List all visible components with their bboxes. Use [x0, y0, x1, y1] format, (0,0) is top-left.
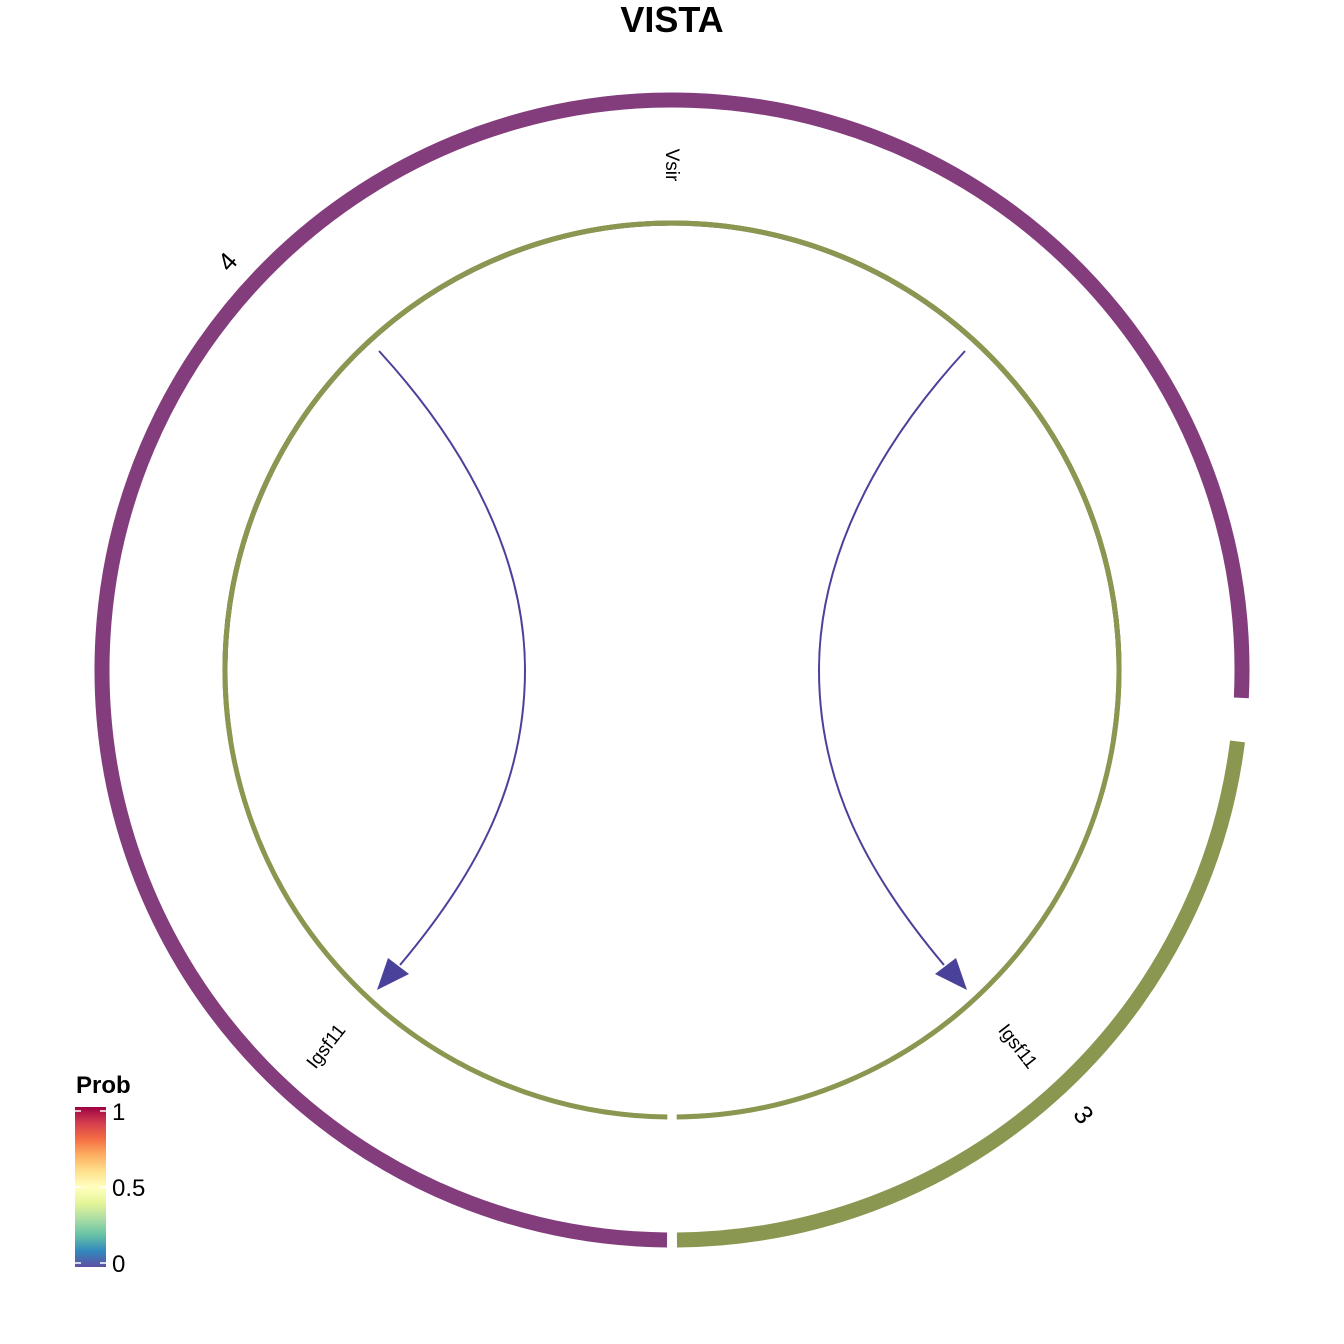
link-vsir-to-igsf11-left	[378, 350, 527, 966]
gene-label-vsir: Vsir	[661, 149, 682, 182]
group-arc-3	[676, 740, 1245, 1248]
link-vsir-to-igsf11-right	[817, 350, 966, 966]
links	[377, 350, 967, 990]
legend-tick-1: 1	[112, 1099, 125, 1126]
gene-arc-igsf11-right	[222, 220, 1122, 1120]
group-ring: 4 3	[94, 92, 1250, 1248]
group-label-4: 4	[211, 246, 243, 277]
gene-arc-vsir	[222, 220, 1122, 661]
arrowhead-right	[935, 958, 967, 990]
arrowhead-left	[377, 958, 409, 990]
legend-title: Prob	[76, 1072, 131, 1099]
gene-label-igsf11-left: Igsf11	[303, 1020, 351, 1073]
gene-label-igsf11-right: Igsf11	[994, 1020, 1042, 1073]
diagram-title: VISTA	[620, 0, 723, 40]
gene-ring: Vsir Igsf11 Igsf11	[222, 149, 1122, 1120]
legend-tick-0-5: 0.5	[112, 1175, 145, 1202]
legend-ticks	[75, 1110, 106, 1264]
legend-tick-0: 0	[112, 1251, 125, 1278]
prob-legend: Prob 1 0.5 0	[75, 1072, 145, 1278]
gene-arc-igsf11-left	[222, 220, 1122, 1120]
group-label-3: 3	[1067, 1100, 1100, 1130]
group-arc-4	[94, 92, 1250, 1248]
